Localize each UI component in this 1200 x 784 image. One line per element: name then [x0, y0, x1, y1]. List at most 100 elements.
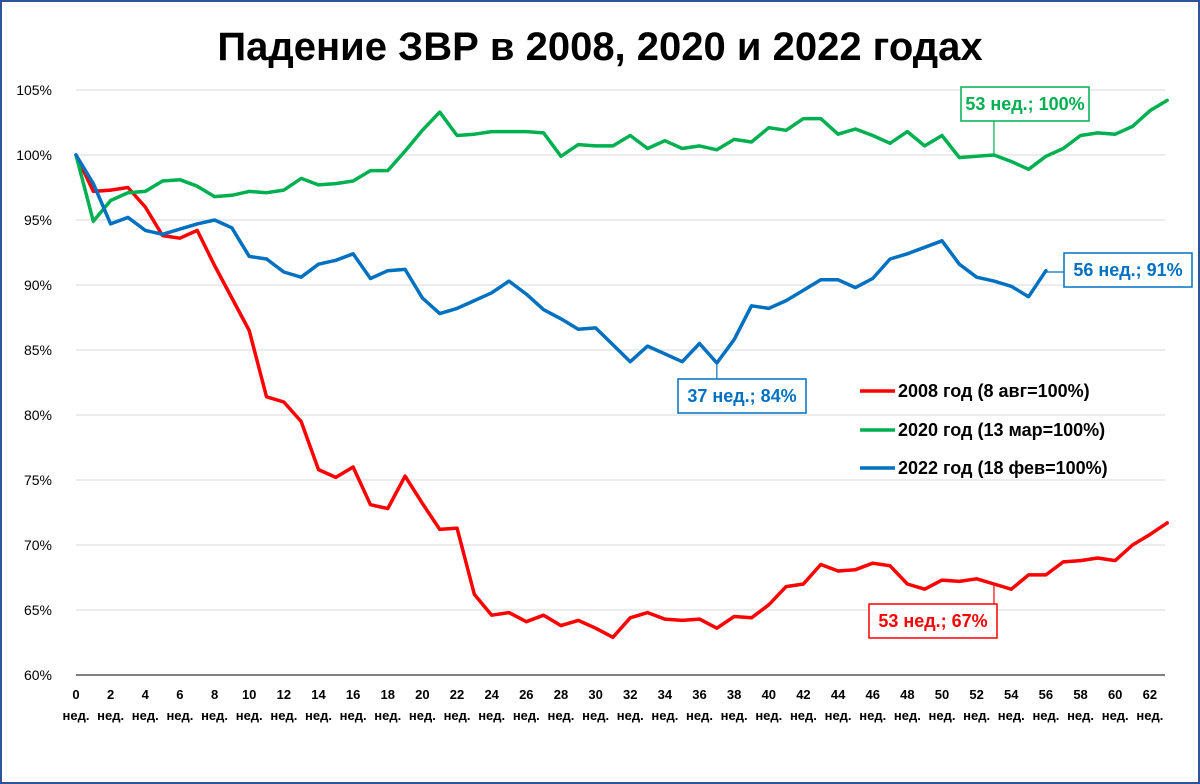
y-tick-label: 90% [24, 277, 52, 293]
x-tick-unit: нед. [651, 708, 678, 723]
x-tick-unit: нед. [236, 708, 263, 723]
legend-item-1: 2020 год (13 мар=100%) [860, 420, 1105, 440]
x-tick-label: 26 нед. [513, 687, 540, 723]
x-tick-number: 58 [1073, 687, 1087, 702]
x-tick-unit: нед. [1067, 708, 1094, 723]
callout-label: 53 нед.; 100% [965, 94, 1084, 114]
x-tick-number: 8 [211, 687, 218, 702]
callout-label: 53 нед.; 67% [878, 611, 987, 631]
x-tick-unit: нед. [998, 708, 1025, 723]
x-tick-unit: нед. [340, 708, 367, 723]
x-tick-label: 0 нед. [63, 687, 90, 723]
x-tick-label: 30 нед. [582, 687, 609, 723]
x-tick-unit: нед. [790, 708, 817, 723]
x-tick-label: 10 нед. [236, 687, 263, 723]
x-tick-unit: нед. [1032, 708, 1059, 723]
x-tick-number: 44 [831, 687, 846, 702]
x-tick-unit: нед. [63, 708, 90, 723]
x-tick-number: 14 [311, 687, 326, 702]
x-tick-unit: нед. [1102, 708, 1129, 723]
x-tick-number: 12 [277, 687, 291, 702]
x-tick-unit: нед. [97, 708, 124, 723]
callout-label: 37 нед.; 84% [687, 386, 796, 406]
x-tick-label: 2 нед. [97, 687, 124, 723]
series-line-2 [74, 153, 1048, 365]
y-axis-tick-labels: 60% 65% 70% 75% 80% 85% 90% 95% 100% 105% [16, 82, 52, 683]
x-tick-unit: нед. [894, 708, 921, 723]
x-tick-label: 60 нед. [1102, 687, 1129, 723]
x-tick-unit: нед. [929, 708, 956, 723]
legend-label: 2022 год (18 фев=100%) [898, 458, 1108, 478]
x-tick-number: 60 [1108, 687, 1122, 702]
callout-box [677, 378, 807, 414]
x-tick-label: 24 нед. [478, 687, 505, 723]
x-tick-unit: нед. [755, 708, 782, 723]
x-tick-unit: нед. [166, 708, 193, 723]
y-tick-label: 65% [24, 602, 52, 618]
x-tick-label: 56 нед. [1032, 687, 1059, 723]
callout-label: 56 нед.; 91% [1073, 260, 1182, 280]
x-tick-label: 16 нед. [340, 687, 367, 723]
x-tick-label: 4 нед. [132, 687, 159, 723]
x-tick-unit: нед. [478, 708, 505, 723]
x-tick-label: 20 нед. [409, 687, 436, 723]
y-tick-label: 105% [16, 82, 52, 98]
x-tick-number: 10 [242, 687, 256, 702]
x-tick-unit: нед. [374, 708, 401, 723]
x-tick-unit: нед. [963, 708, 990, 723]
x-tick-label: 6 нед. [166, 687, 193, 723]
legend-item-0: 2008 год (8 авг=100%) [860, 381, 1090, 401]
x-tick-number: 36 [692, 687, 706, 702]
x-tick-number: 24 [484, 687, 499, 702]
y-tick-label: 95% [24, 212, 52, 228]
x-tick-number: 56 [1039, 687, 1053, 702]
x-tick-unit: нед. [305, 708, 332, 723]
x-tick-unit: нед. [859, 708, 886, 723]
x-tick-label: 58 нед. [1067, 687, 1094, 723]
series-lines [74, 98, 1169, 640]
x-tick-number: 52 [969, 687, 983, 702]
x-tick-unit: нед. [617, 708, 644, 723]
x-tick-label: 22 нед. [444, 687, 471, 723]
x-tick-number: 16 [346, 687, 360, 702]
x-tick-number: 18 [381, 687, 395, 702]
x-tick-label: 12 нед. [270, 687, 297, 723]
x-tick-number: 26 [519, 687, 533, 702]
callout-box [960, 86, 1090, 122]
x-tick-unit: нед. [270, 708, 297, 723]
y-tick-label: 80% [24, 407, 52, 423]
x-tick-number: 20 [415, 687, 429, 702]
callout-box [1063, 252, 1193, 288]
callout-1: 56 нед.; 91% [1045, 252, 1193, 288]
x-tick-label: 50 нед. [929, 687, 956, 723]
x-tick-label: 18 нед. [374, 687, 401, 723]
x-tick-label: 36 нед. [686, 687, 713, 723]
y-tick-label: 75% [24, 472, 52, 488]
x-tick-unit: нед. [201, 708, 228, 723]
x-tick-number: 30 [588, 687, 602, 702]
x-tick-number: 50 [935, 687, 949, 702]
x-tick-number: 6 [176, 687, 183, 702]
y-tick-label: 85% [24, 342, 52, 358]
x-tick-unit: нед. [721, 708, 748, 723]
x-tick-label: 44 нед. [825, 687, 852, 723]
x-tick-unit: нед. [444, 708, 471, 723]
x-tick-label: 14 нед. [305, 687, 332, 723]
x-tick-number: 54 [1004, 687, 1019, 702]
callout-2: 37 нед.; 84% [677, 363, 807, 414]
x-tick-label: 62 нед. [1136, 687, 1163, 723]
x-tick-number: 0 [72, 687, 79, 702]
x-tick-unit: нед. [825, 708, 852, 723]
callout-3: 53 нед.; 67% [868, 584, 998, 639]
x-tick-label: 46 нед. [859, 687, 886, 723]
x-tick-label: 8 нед. [201, 687, 228, 723]
x-tick-label: 38 нед. [721, 687, 748, 723]
legend: 2008 год (8 авг=100%) 2020 год (13 мар=10… [860, 381, 1108, 478]
x-tick-label: 54 нед. [998, 687, 1025, 723]
x-tick-unit: нед. [409, 708, 436, 723]
x-tick-label: 42 нед. [790, 687, 817, 723]
x-tick-label: 34 нед. [651, 687, 678, 723]
y-tick-label: 60% [24, 667, 52, 683]
x-tick-number: 34 [658, 687, 673, 702]
